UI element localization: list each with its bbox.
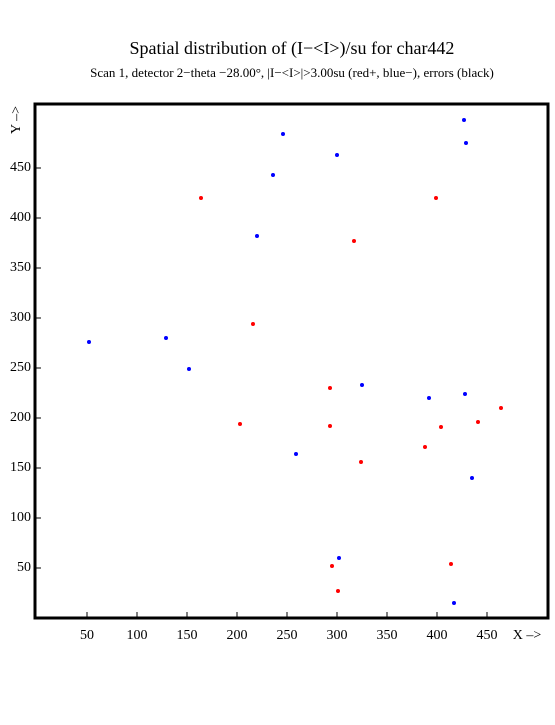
point — [164, 336, 168, 340]
point — [449, 562, 453, 566]
y-tick-label: 200 — [10, 410, 31, 425]
y-tick-label: 450 — [10, 160, 31, 175]
x-tick-label: 400 — [427, 628, 448, 643]
point — [337, 556, 341, 560]
point — [255, 234, 259, 238]
point — [199, 196, 203, 200]
point — [462, 118, 466, 122]
chart-title: Spatial distribution of (I−<I>)/su for c… — [130, 38, 455, 59]
point — [439, 425, 443, 429]
y-tick-label: 400 — [10, 210, 31, 225]
point — [427, 396, 431, 400]
x-tick-label: 150 — [177, 628, 198, 643]
point — [463, 392, 467, 396]
point — [352, 239, 356, 243]
point — [281, 132, 285, 136]
x-tick-label: 200 — [227, 628, 248, 643]
point — [360, 383, 364, 387]
point — [452, 601, 456, 605]
y-tick-label: 150 — [10, 460, 31, 475]
y-tick-label: 100 — [10, 510, 31, 525]
x-tick-label: 300 — [327, 628, 348, 643]
point — [330, 564, 334, 568]
chart-subtitle: Scan 1, detector 2−theta −28.00°, |I−<I>… — [90, 65, 494, 80]
point — [335, 153, 339, 157]
point — [336, 589, 340, 593]
point — [87, 340, 91, 344]
y-tick-label: 50 — [17, 560, 31, 575]
x-tick-label: 250 — [277, 628, 298, 643]
x-tick-label: 350 — [377, 628, 398, 643]
point — [271, 173, 275, 177]
y-tick-label: 250 — [10, 360, 31, 375]
x-tick-label: 50 — [80, 628, 94, 643]
point — [464, 141, 468, 145]
x-tick-label: 100 — [127, 628, 148, 643]
x-tick-label: 450 — [477, 628, 498, 643]
point — [499, 406, 503, 410]
point — [294, 452, 298, 456]
point — [238, 422, 242, 426]
point — [423, 445, 427, 449]
y-tick-label: 350 — [10, 260, 31, 275]
y-tick-label: 300 — [10, 310, 31, 325]
point — [470, 476, 474, 480]
point — [187, 367, 191, 371]
point — [328, 386, 332, 390]
plot-frame — [33, 102, 550, 620]
point — [359, 460, 363, 464]
point — [251, 322, 255, 326]
point — [328, 424, 332, 428]
x-axis-label: X –> — [513, 628, 542, 643]
point — [476, 420, 480, 424]
point — [434, 196, 438, 200]
y-axis-label: Y –> — [9, 106, 24, 134]
